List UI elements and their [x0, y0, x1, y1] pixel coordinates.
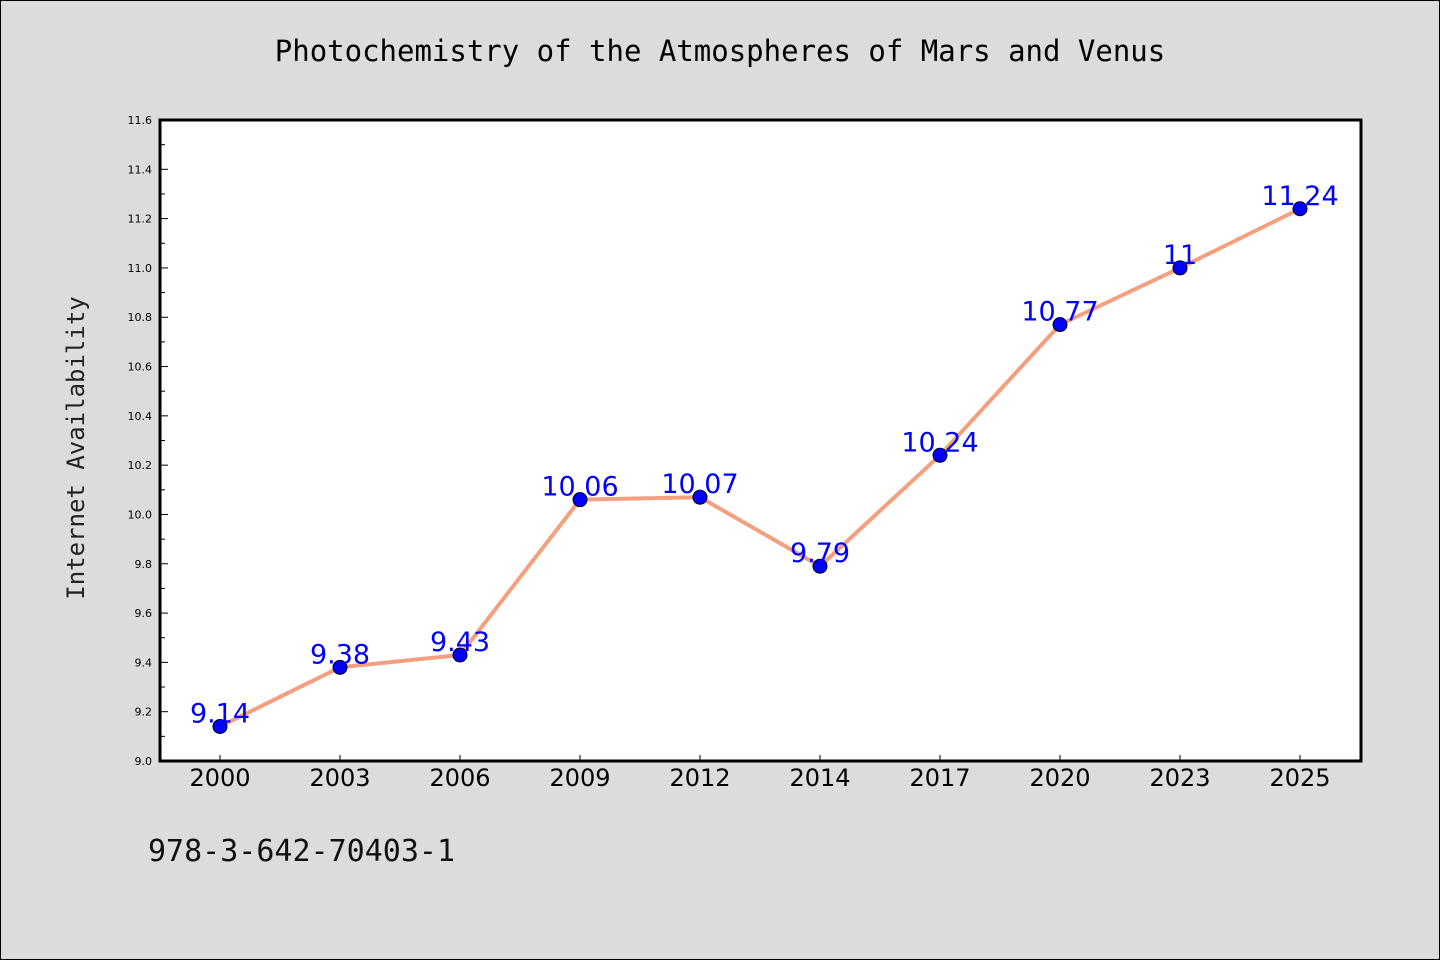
y-tick-label: 9.0 [135, 755, 153, 768]
isbn-footer: 978-3-642-70403-1 [148, 834, 456, 869]
plot-area [158, 118, 1363, 763]
y-tick-label: 9.6 [135, 607, 153, 620]
data-point [1052, 317, 1068, 333]
y-tick-label: 9.8 [135, 558, 153, 571]
data-label: 10.24 [901, 427, 978, 458]
x-tick-label: 2017 [909, 764, 970, 792]
x-tick-label: 2000 [189, 764, 250, 792]
data-label: 10.07 [661, 469, 738, 500]
x-tick-label: 2012 [669, 764, 730, 792]
x-tick-label: 2006 [429, 764, 490, 792]
data-point [572, 492, 588, 508]
data-point [1292, 201, 1308, 217]
x-tick-label: 2003 [309, 764, 370, 792]
series-group [212, 201, 1308, 734]
data-labels: 9.14 9.38 9.43 10.06 10.07 9.79 10.24 10.77 11 11… [190, 181, 1339, 730]
data-point [932, 447, 948, 463]
data-label: 9.79 [790, 538, 850, 569]
y-tick-label: 9.4 [135, 656, 153, 669]
y-tick-label: 11.2 [128, 213, 153, 226]
data-label: 11 [1163, 240, 1197, 271]
x-axis: 2000 2003 2006 2009 2012 2014 2017 2020 2023 2025 [189, 755, 1331, 792]
data-point [812, 558, 828, 574]
series-line [218, 206, 1302, 729]
data-label: 10.77 [1021, 297, 1098, 328]
y-tick-label: 10.4 [128, 410, 153, 423]
chart-title: Photochemistry of the Atmospheres of Mar… [274, 34, 1166, 68]
y-tick-label: 9.2 [135, 706, 153, 719]
data-label: 10.06 [541, 472, 618, 503]
data-point [212, 718, 228, 734]
y-tick-label: 11.0 [128, 262, 153, 275]
data-label: 9.43 [430, 627, 490, 658]
x-tick-label: 2023 [1149, 764, 1210, 792]
data-label: 9.14 [190, 698, 250, 729]
data-point [452, 647, 468, 663]
data-point [332, 659, 348, 675]
x-tick-label: 2025 [1269, 764, 1330, 792]
data-point [692, 489, 708, 505]
y-tick-label: 11.6 [128, 114, 153, 127]
y-tick-label: 10.6 [128, 361, 153, 374]
data-label: 11.24 [1261, 181, 1338, 212]
y-tick-label: 10.8 [128, 311, 153, 324]
y-tick-label: 11.4 [128, 163, 153, 176]
data-point [1172, 260, 1188, 276]
data-label: 9.38 [310, 639, 370, 670]
x-tick-label: 2020 [1029, 764, 1090, 792]
x-tick-label: 2009 [549, 764, 610, 792]
y-tick-label: 10.2 [128, 459, 153, 472]
y-axis: 9.0 9.2 9.4 9.6 9.8 10.0 10.2 10.4 10.6 10.8 11.0 1… [128, 114, 168, 768]
x-tick-label: 2014 [789, 764, 850, 792]
y-tick-label: 10.0 [128, 508, 153, 521]
